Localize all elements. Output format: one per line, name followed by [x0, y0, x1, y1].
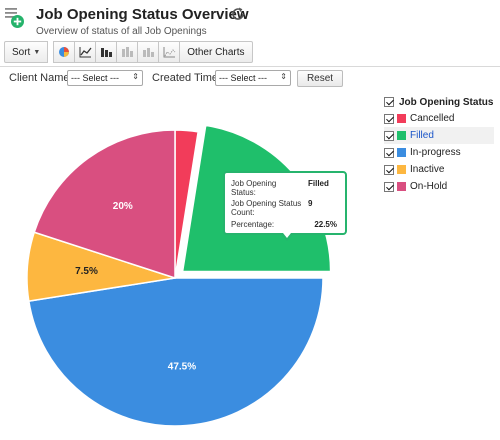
bar-chart-button[interactable] — [137, 41, 160, 63]
legend-swatch — [397, 165, 406, 174]
column-chart-icon — [100, 48, 112, 57]
toolbar-divider — [0, 66, 500, 67]
legend-title: Job Opening Status — [399, 96, 494, 108]
column-chart-button[interactable] — [95, 41, 118, 63]
pie-slice-label: 7.5% — [75, 266, 98, 277]
job-openings-app-icon — [5, 8, 24, 28]
pie-slice-label: 47.5% — [168, 362, 196, 373]
legend-swatch — [397, 131, 406, 140]
sort-label: Sort — [12, 46, 31, 58]
bar-chart-icon — [142, 48, 154, 57]
page-title: Job Opening Status Overview — [36, 6, 249, 23]
created-time-select-value: --- Select --- — [219, 73, 267, 83]
chevron-down-icon: ▼ — [33, 48, 41, 56]
chart-legend: Job Opening Status Cancelled Filled In-p… — [384, 94, 494, 195]
legend-checkbox[interactable] — [384, 113, 394, 124]
chart-toolbar: Sort ▼ — [4, 41, 253, 63]
legend-swatch — [397, 114, 406, 123]
sort-button[interactable]: Sort ▼ — [4, 41, 49, 63]
pie-chart-button[interactable] — [53, 41, 76, 63]
tooltip-percentage-label: Percentage: — [231, 220, 275, 229]
tooltip-pointer-fill — [283, 233, 291, 238]
client-name-select-value: --- Select --- — [71, 73, 119, 83]
tooltip-count-value: 9 — [308, 199, 313, 208]
client-name-select[interactable]: --- Select --- ⇕ — [67, 70, 143, 86]
line-chart-icon — [79, 47, 92, 58]
legend-item-filled[interactable]: Filled — [384, 127, 494, 144]
tooltip-percentage-value: 22.5% — [314, 220, 337, 229]
legend-label: In-progress — [410, 147, 461, 158]
pie-chart: 47.5% 7.5% 20% — [26, 124, 332, 427]
reset-button[interactable]: Reset — [297, 70, 343, 87]
legend-label: Filled — [410, 130, 434, 141]
legend-item-in-progress[interactable]: In-progress — [384, 144, 494, 161]
legend-label: On-Hold — [410, 181, 448, 192]
page-subtitle: Overview of status of all Job Openings — [36, 26, 207, 37]
refresh-icon[interactable] — [230, 6, 246, 22]
legend-label: Cancelled — [410, 113, 455, 124]
pie-slice-on-hold[interactable] — [33, 129, 176, 280]
chart-tooltip: Job Opening Status: Filled Job Opening S… — [223, 171, 347, 235]
line-chart-button[interactable] — [74, 41, 97, 63]
select-arrows-icon: ⇕ — [132, 72, 139, 81]
legend-item-inactive[interactable]: Inactive — [384, 161, 494, 178]
tooltip-status-label: Job Opening Status: — [231, 179, 277, 197]
legend-checkbox[interactable] — [384, 164, 394, 175]
legend-checkbox[interactable] — [384, 130, 394, 141]
tooltip-status-value: Filled — [308, 179, 329, 188]
legend-label: Inactive — [410, 164, 445, 175]
legend-swatch — [397, 182, 406, 191]
pie-chart-icon — [59, 47, 70, 57]
legend-checkbox[interactable] — [384, 147, 394, 158]
area-chart-button[interactable] — [158, 41, 181, 63]
legend-item-cancelled[interactable]: Cancelled — [384, 110, 494, 127]
created-time-select[interactable]: --- Select --- ⇕ — [215, 70, 291, 86]
legend-header[interactable]: Job Opening Status — [384, 94, 494, 110]
legend-select-all-checkbox[interactable] — [384, 97, 394, 107]
pie-slice-label: 20% — [113, 201, 133, 212]
select-arrows-icon: ⇕ — [280, 72, 287, 81]
pie-slice-in-progress[interactable] — [27, 277, 324, 427]
legend-swatch — [397, 148, 406, 157]
legend-item-on-hold[interactable]: On-Hold — [384, 178, 494, 195]
legend-checkbox[interactable] — [384, 181, 394, 192]
client-name-label: Client Name: — [9, 72, 73, 84]
area-chart-icon — [163, 47, 176, 58]
other-charts-button[interactable]: Other Charts — [179, 41, 253, 63]
stacked-column-chart-button[interactable] — [116, 41, 139, 63]
stacked-column-chart-icon — [121, 47, 133, 57]
tooltip-count-label: Job Opening Status Count: — [231, 199, 302, 217]
created-time-label: Created Time: — [152, 72, 222, 84]
